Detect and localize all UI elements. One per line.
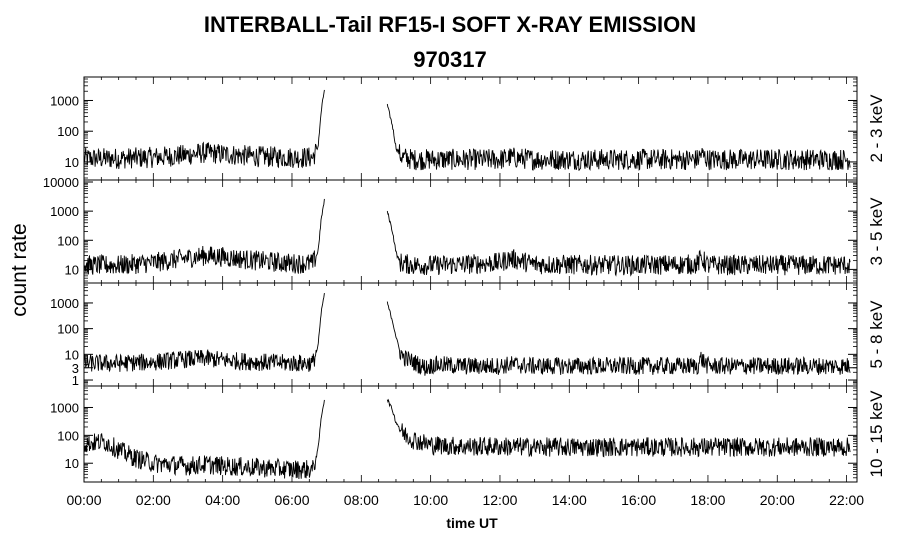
y-tick-label: 10 (65, 262, 79, 277)
x-tick-label: 20:00 (760, 492, 795, 508)
x-tick-label: 14:00 (552, 492, 587, 508)
y-tick-label: 100 (57, 124, 79, 139)
panel-label: 10 - 15 keV (867, 390, 886, 478)
series-2-line (386, 301, 851, 376)
x-tick-label: 12:00 (482, 492, 517, 508)
panel-label: 3 - 5 keV (867, 197, 886, 266)
x-tick-label: 10:00 (413, 492, 448, 508)
panels-group: 10 100 1000 2 - 3 keV 10 100 1000 10000 3 - 5 ke… (43, 76, 886, 483)
panel-frame (83, 76, 858, 181)
series-2-line (386, 210, 851, 277)
panel-label: 2 - 3 keV (867, 94, 886, 163)
x-tick-label: 22:00 (829, 492, 864, 508)
x-axis: 00:00 02:00 04:00 06:00 08:00 10:00 12:00 14:00… (66, 492, 864, 508)
x-tick-label: 04:00 (205, 492, 240, 508)
panel-frame (83, 385, 858, 483)
panel-label: 5 - 8 keV (867, 300, 886, 369)
x-tick-label: 18:00 (690, 492, 725, 508)
panel-4: 10 100 1000 10 - 15 keV (50, 385, 886, 483)
y-tick-label: 10 (65, 456, 79, 471)
y-tick-label: 3 (72, 361, 79, 376)
x-tick-label: 00:00 (66, 492, 101, 508)
y-tick-label: 100 (57, 233, 79, 248)
x-tick-label: 08:00 (344, 492, 379, 508)
x-axis-label: time UT (446, 515, 498, 531)
y-tick-label: 1000 (50, 93, 79, 108)
y-tick-label: 100 (57, 322, 79, 337)
series-1-line (83, 89, 325, 170)
y-tick-label: 1000 (50, 296, 79, 311)
y-tick-label: 10 (65, 155, 79, 170)
chart-title: INTERBALL-Tail RF15-I SOFT X-RAY EMISSIO… (203, 12, 697, 37)
panel-2: 10 100 1000 10000 3 - 5 keV (43, 175, 886, 284)
series-2-line (386, 103, 851, 172)
y-axis-label: count rate (8, 223, 31, 316)
y-tick-label: 1 (72, 373, 79, 388)
y-tick-label: 10000 (43, 175, 79, 190)
y-tick-label: 10 (65, 347, 79, 362)
x-tick-label: 16:00 (621, 492, 656, 508)
x-tick-label: 02:00 (136, 492, 171, 508)
series-1-line (83, 399, 325, 480)
series-1-line (83, 293, 325, 373)
series-2-line (386, 398, 851, 458)
x-tick-label: 06:00 (274, 492, 309, 508)
chart-subtitle: 970317 (413, 47, 487, 72)
panel-1: 10 100 1000 2 - 3 keV (50, 76, 886, 181)
y-tick-label: 100 (57, 428, 79, 443)
y-tick-label: 1000 (50, 400, 79, 415)
series-1-line (83, 198, 325, 275)
y-tick-label: 1000 (50, 204, 79, 219)
